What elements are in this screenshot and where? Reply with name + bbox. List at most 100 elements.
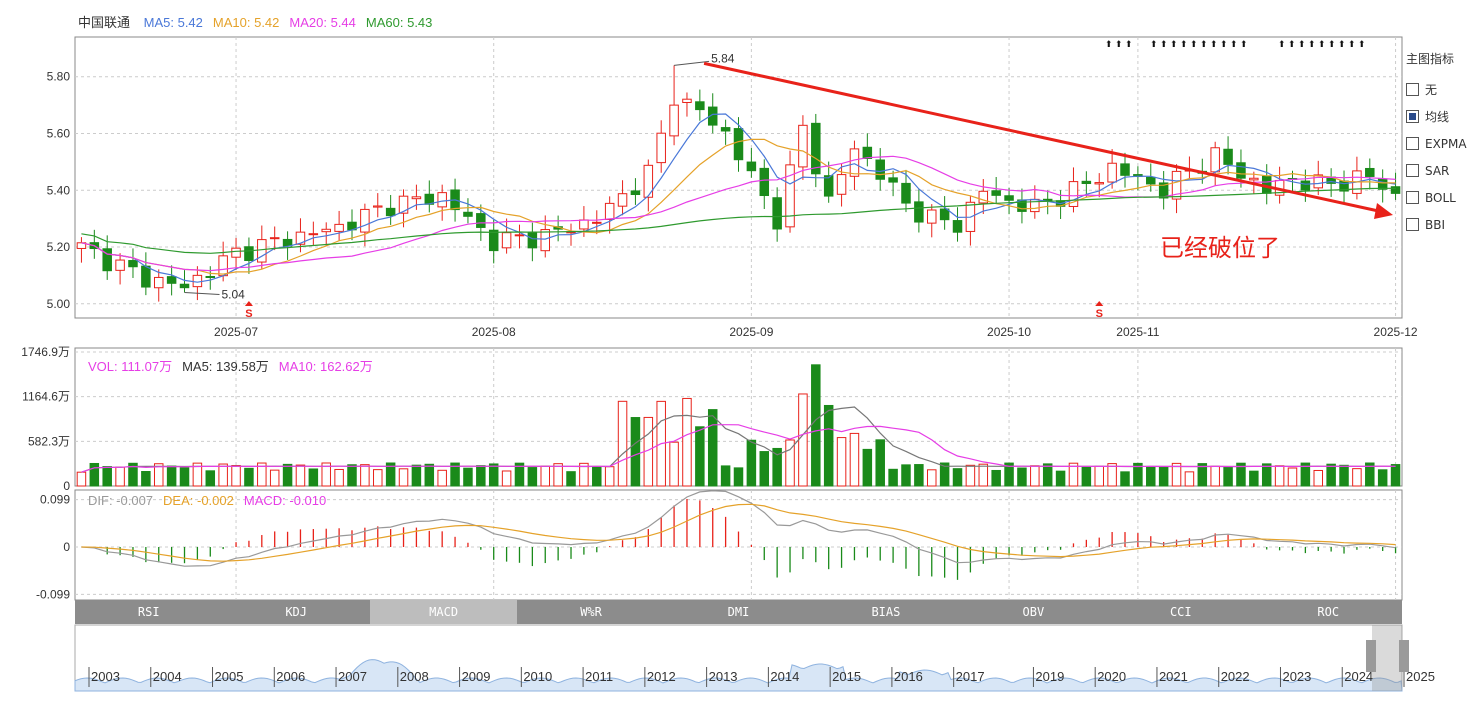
history-year-label: 2008 bbox=[400, 669, 429, 684]
candle-body bbox=[540, 229, 550, 252]
y-tick-label: -0.099 bbox=[36, 587, 70, 601]
candle-body bbox=[1120, 163, 1130, 176]
tab-dmi[interactable]: DMI bbox=[727, 605, 750, 619]
indicator-option-label: 无 bbox=[1425, 83, 1438, 97]
volume-bar bbox=[823, 404, 834, 487]
signal-marker: ⬆ bbox=[1328, 39, 1336, 49]
tab-rsi[interactable]: RSI bbox=[137, 605, 160, 619]
tab-obv[interactable]: OBV bbox=[1022, 605, 1045, 619]
volume-bar bbox=[1171, 462, 1182, 487]
signal-marker: ⬆ bbox=[1318, 39, 1326, 49]
indicator-option-label: 均线 bbox=[1425, 110, 1450, 124]
volume-bar bbox=[89, 462, 100, 487]
candle-body bbox=[514, 234, 525, 237]
volume-bar bbox=[437, 469, 447, 487]
ma-line-5 bbox=[81, 113, 1396, 283]
checkbox[interactable] bbox=[1406, 164, 1419, 177]
candle-body bbox=[411, 196, 422, 200]
low-label: 5.04 bbox=[222, 287, 246, 301]
checkbox[interactable] bbox=[1406, 110, 1419, 123]
volume-legend: VOL: 111.07万 MA5: 139.58万 MA10: 162.62万 bbox=[88, 356, 383, 375]
volume-bar bbox=[231, 465, 241, 487]
candle-body bbox=[1004, 195, 1014, 201]
candle-body bbox=[1313, 174, 1324, 189]
volume-bar bbox=[952, 468, 963, 487]
candle-body bbox=[1146, 176, 1156, 185]
history-year-label: 2003 bbox=[91, 669, 120, 684]
volume-bar bbox=[746, 439, 757, 487]
tab-cci[interactable]: CCI bbox=[1169, 605, 1192, 619]
history-year-label: 2013 bbox=[709, 669, 738, 684]
signal-marker: ⬆ bbox=[1160, 39, 1168, 49]
tab-macd[interactable]: MACD bbox=[369, 600, 518, 624]
history-year-label: 2021 bbox=[1159, 669, 1188, 684]
volume-bar bbox=[798, 393, 808, 487]
macd-legend: DIF: -0.007 DEA: -0.002 MACD: -0.010 bbox=[88, 493, 336, 508]
indicator-option-label: SAR bbox=[1425, 163, 1450, 178]
volume-bar bbox=[1390, 464, 1401, 487]
tab-wr[interactable]: W%R bbox=[580, 605, 602, 619]
candle-body bbox=[978, 190, 989, 204]
volume-bar bbox=[1094, 465, 1104, 487]
volume-bar bbox=[347, 464, 357, 487]
volume-bar bbox=[1107, 463, 1117, 487]
indicator-tabs: RSI KDJ MACD W%R DMI BIAS OBV CCI ROC bbox=[75, 600, 1402, 624]
volume-bar bbox=[488, 463, 499, 487]
tab-bias[interactable]: BIAS bbox=[871, 605, 901, 619]
volume-bar bbox=[514, 462, 525, 487]
history-year-label: 2012 bbox=[647, 669, 676, 684]
checkbox[interactable] bbox=[1406, 83, 1419, 96]
volume-bar bbox=[1326, 463, 1336, 487]
history-year-label: 2005 bbox=[215, 669, 244, 684]
volume-bar bbox=[901, 464, 911, 487]
volume-bar bbox=[1120, 471, 1130, 487]
indicator-option-3[interactable]: SAR bbox=[1406, 157, 1482, 184]
history-year-label: 2019 bbox=[1035, 669, 1064, 684]
indicator-option-0[interactable]: 无 bbox=[1406, 76, 1482, 103]
candle-body bbox=[1094, 182, 1104, 185]
checkbox[interactable] bbox=[1406, 218, 1419, 231]
volume-bar bbox=[282, 463, 293, 487]
candle-body bbox=[1249, 177, 1259, 181]
volume-bar bbox=[579, 462, 589, 487]
checkbox[interactable] bbox=[1406, 191, 1419, 204]
volume-bar bbox=[1249, 470, 1259, 487]
ma-line-10 bbox=[81, 138, 1396, 275]
trend-arrow-line bbox=[703, 61, 1384, 214]
candle-body bbox=[604, 202, 615, 221]
checkbox[interactable] bbox=[1406, 137, 1419, 150]
indicator-option-5[interactable]: BBI bbox=[1406, 211, 1482, 238]
indicator-option-4[interactable]: BOLL bbox=[1406, 184, 1482, 211]
ma-legend-item-2: MA20: 5.44 bbox=[289, 15, 356, 30]
indicator-option-1[interactable]: 均线 bbox=[1406, 103, 1482, 130]
volume-bar bbox=[617, 400, 628, 487]
volume-bar bbox=[476, 465, 486, 487]
candle-body bbox=[836, 174, 847, 195]
trend-arrow-head bbox=[1374, 203, 1393, 219]
candle-body bbox=[115, 259, 125, 271]
tab-kdj[interactable]: KDJ bbox=[285, 605, 307, 619]
candle-body bbox=[295, 231, 306, 245]
candle-body bbox=[798, 124, 808, 168]
stock-name: 中国联通 bbox=[78, 15, 131, 30]
candle-body bbox=[218, 255, 228, 277]
candle-body bbox=[398, 195, 409, 214]
candle-body bbox=[501, 232, 512, 249]
signal-marker: ⬆ bbox=[1230, 39, 1238, 49]
ma-line-60 bbox=[81, 187, 1396, 254]
candle-body bbox=[385, 207, 396, 217]
indicator-option-2[interactable]: EXPMA bbox=[1406, 130, 1482, 157]
history-year-label: 2016 bbox=[894, 669, 923, 684]
signal-marker: ⬆ bbox=[1150, 39, 1158, 49]
tab-roc[interactable]: ROC bbox=[1317, 605, 1340, 619]
volume-bar bbox=[166, 465, 177, 487]
candle-body bbox=[476, 213, 486, 228]
signal-marker: ⬆ bbox=[1210, 39, 1218, 49]
candle-body bbox=[373, 205, 383, 208]
x-tick-label: 2025-11 bbox=[1116, 325, 1159, 339]
ma-legend-item-1: MA10: 5.42 bbox=[212, 15, 280, 30]
signal-marker: ⬆ bbox=[1170, 39, 1178, 49]
candle-body bbox=[991, 190, 1001, 196]
